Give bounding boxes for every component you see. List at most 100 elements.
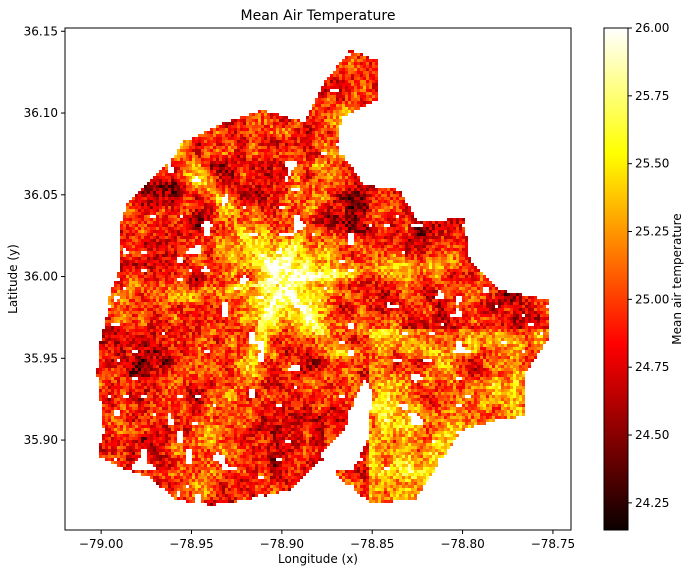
heatmap-cell: [228, 263, 231, 266]
heatmap-cell: [342, 209, 345, 212]
heatmap-cell: [357, 194, 360, 197]
heatmap-cell: [315, 278, 318, 281]
heatmap-cell: [261, 221, 264, 224]
heatmap-cell: [249, 275, 252, 278]
heatmap-cell: [150, 224, 153, 227]
heatmap-cell: [276, 170, 279, 173]
heatmap-cell: [342, 98, 345, 101]
heatmap-cell: [180, 227, 183, 230]
heatmap-cell: [381, 245, 384, 248]
heatmap-cell: [342, 62, 345, 65]
heatmap-cell: [444, 254, 447, 257]
heatmap-cell: [258, 200, 261, 203]
heatmap-cell: [171, 251, 174, 254]
heatmap-cell: [456, 233, 459, 236]
heatmap-cell: [222, 266, 225, 269]
heatmap-cell: [141, 257, 144, 260]
heatmap-cell: [360, 266, 363, 269]
heatmap-cell: [303, 170, 306, 173]
heatmap-cell: [237, 239, 240, 242]
heatmap-cell: [234, 281, 237, 284]
heatmap-cell: [336, 275, 339, 278]
heatmap-cell: [315, 104, 318, 107]
heatmap-cell: [162, 233, 165, 236]
heatmap-cell: [210, 248, 213, 251]
heatmap-cell: [165, 257, 168, 260]
heatmap-cell: [330, 275, 333, 278]
heatmap-cell: [192, 215, 195, 218]
heatmap-cell: [276, 242, 279, 245]
heatmap-cell: [132, 245, 135, 248]
heatmap-cell: [345, 224, 348, 227]
heatmap-cell: [228, 251, 231, 254]
heatmap-cell: [336, 266, 339, 269]
heatmap-cell: [459, 221, 462, 224]
heatmap-cell: [156, 245, 159, 248]
heatmap-cell: [267, 149, 270, 152]
heatmap-cells: [96, 50, 549, 506]
heatmap-cell: [300, 152, 303, 155]
heatmap-cell: [183, 218, 186, 221]
heatmap-cell: [147, 206, 150, 209]
heatmap-cell: [258, 164, 261, 167]
heatmap-cell: [375, 248, 378, 251]
heatmap-cell: [396, 191, 399, 194]
heatmap-cell: [426, 269, 429, 272]
heatmap-cell: [423, 242, 426, 245]
heatmap-cell: [279, 155, 282, 158]
heatmap-cell: [144, 197, 147, 200]
heatmap-cell: [342, 263, 345, 266]
heatmap-cell: [225, 254, 228, 257]
heatmap-cell: [468, 272, 471, 275]
heatmap-cell: [216, 194, 219, 197]
heatmap-cell: [165, 182, 168, 185]
heatmap-cell: [189, 221, 192, 224]
heatmap-cell: [171, 164, 174, 167]
heatmap-cell: [369, 263, 372, 266]
heatmap-cell: [150, 269, 153, 272]
heatmap-cell: [297, 125, 300, 128]
heatmap-cell: [285, 140, 288, 143]
heatmap-cell: [138, 215, 141, 218]
heatmap-cell: [270, 158, 273, 161]
heatmap-cell: [420, 248, 423, 251]
heatmap-cell: [297, 146, 300, 149]
heatmap-cell: [393, 245, 396, 248]
heatmap-cell: [228, 224, 231, 227]
heatmap-cell: [354, 83, 357, 86]
heatmap-cell: [279, 230, 282, 233]
heatmap-cell: [411, 212, 414, 215]
heatmap-cell: [318, 161, 321, 164]
heatmap-cell: [333, 200, 336, 203]
heatmap-cell: [366, 254, 369, 257]
heatmap-cell: [384, 215, 387, 218]
heatmap-cell: [318, 263, 321, 266]
heatmap-cell: [180, 188, 183, 191]
heatmap-cell: [273, 278, 276, 281]
heatmap-cell: [210, 131, 213, 134]
heatmap-cell: [303, 281, 306, 284]
heatmap-cell: [432, 248, 435, 251]
heatmap-cell: [210, 173, 213, 176]
heatmap-cell: [246, 185, 249, 188]
heatmap-cell: [333, 272, 336, 275]
heatmap-cell: [186, 146, 189, 149]
heatmap-cell: [336, 248, 339, 251]
heatmap-cell: [189, 140, 192, 143]
heatmap-cell: [273, 182, 276, 185]
heatmap-cell: [165, 230, 168, 233]
heatmap-cell: [195, 206, 198, 209]
heatmap-cell: [297, 230, 300, 233]
heatmap-cell: [312, 179, 315, 182]
heatmap-cell: [303, 158, 306, 161]
heatmap-cell: [153, 236, 156, 239]
heatmap-cell: [246, 122, 249, 125]
heatmap-cell: [390, 260, 393, 263]
heatmap-cell: [225, 209, 228, 212]
heatmap-cell: [273, 113, 276, 116]
heatmap-cell: [219, 260, 222, 263]
heatmap-cell: [141, 245, 144, 248]
heatmap-cell: [228, 206, 231, 209]
heatmap-cell: [192, 173, 195, 176]
heatmap-cell: [171, 242, 174, 245]
